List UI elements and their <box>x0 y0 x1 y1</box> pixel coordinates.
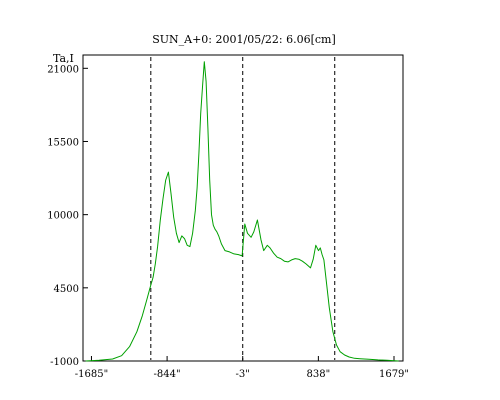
y-tick-label: 15500 <box>47 137 79 148</box>
x-axis: -1685" -844" -3" 838" 1679" <box>75 356 409 380</box>
y-tick-label: -1000 <box>50 357 79 368</box>
x-tick-label: -844" <box>154 369 181 380</box>
x-tick-label: -1685" <box>75 369 108 380</box>
series-group <box>85 61 399 362</box>
chart-title: SUN_A+0: 2001/05/22: 6.06[cm] <box>152 33 336 46</box>
x-tick-label: -3" <box>236 369 250 380</box>
y-axis-label: Ta,I <box>53 52 74 65</box>
y-axis: -1000 4500 10000 15500 21000 <box>47 64 88 368</box>
y-tick-label: 10000 <box>47 211 79 222</box>
series-line <box>85 61 399 362</box>
y-tick-label: 21000 <box>47 64 79 75</box>
reference-lines <box>150 57 336 360</box>
x-tick-label: 838" <box>307 369 331 380</box>
x-tick-label: 1679" <box>379 369 409 380</box>
y-tick-label: 4500 <box>54 284 79 295</box>
